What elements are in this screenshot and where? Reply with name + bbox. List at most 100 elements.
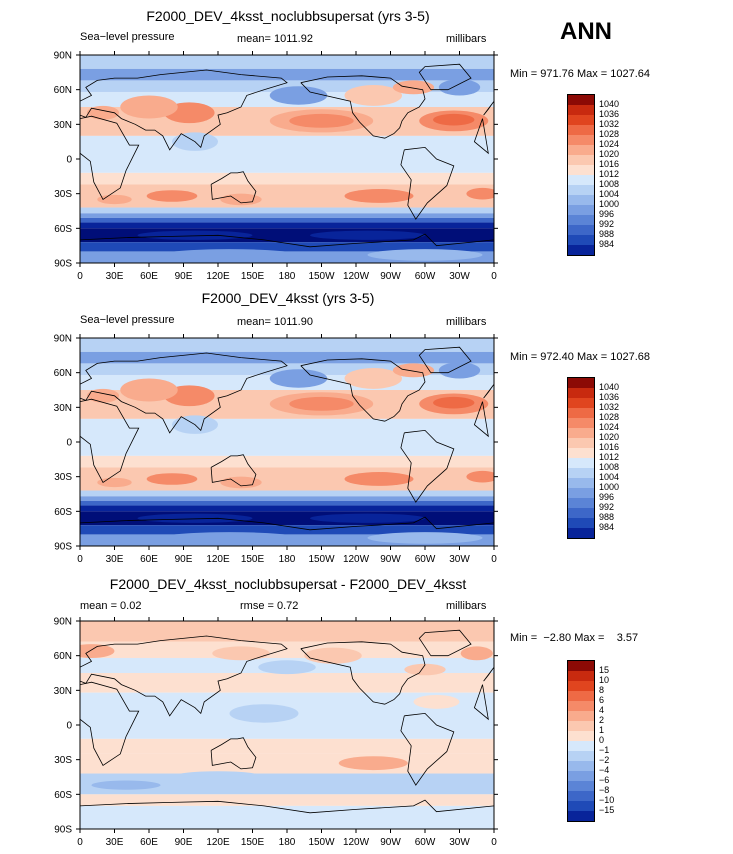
lon-tick-label: 0: [77, 554, 83, 565]
field-anomaly: [404, 663, 446, 676]
field-anomaly: [86, 105, 120, 120]
lon-tick-label: 30W: [449, 554, 470, 565]
colorbar-level-label: 1000: [599, 199, 620, 209]
field-anomaly: [367, 532, 483, 544]
field-anomaly: [466, 187, 494, 200]
lat-tick-label: 60N: [54, 368, 72, 379]
colorbar-level-label: 1040: [599, 99, 620, 109]
lon-tick-label: 60E: [140, 837, 158, 848]
lat-tick-label: 0: [66, 155, 72, 166]
panel-3-title: F2000_DEV_4ksst_noclubbsupersat - F2000_…: [109, 576, 467, 592]
colorbar-level-label: −4: [599, 765, 610, 775]
colorbar-level-label: 1004: [599, 472, 620, 482]
coastline: [80, 69, 288, 151]
colorbar-level-label: 988: [599, 512, 615, 522]
lon-tick-label: 150E: [241, 271, 265, 282]
field-band: [80, 673, 494, 693]
field-anomaly: [137, 513, 253, 523]
panel-2-units-label: millibars: [446, 316, 487, 328]
panel-2-variable-label: Sea−level pressure: [80, 314, 175, 326]
field-anomaly: [229, 704, 299, 723]
field-anomaly: [460, 646, 493, 661]
field-band: [80, 217, 494, 223]
lat-tick-label: 0: [66, 438, 72, 449]
coastline: [418, 629, 472, 657]
lon-tick-label: 150W: [308, 554, 335, 565]
coastline: [418, 63, 472, 91]
colorbar-swatch: [568, 378, 594, 388]
lat-tick-label: 90N: [54, 334, 72, 345]
field-anomaly: [433, 396, 475, 409]
colorbar-swatch: [568, 175, 594, 185]
lat-tick-label: 90S: [54, 825, 72, 836]
coastline: [80, 352, 288, 434]
colorbar-level-label: 2: [599, 715, 605, 725]
lon-tick-label: 30E: [106, 271, 124, 282]
colorbar-swatch: [568, 398, 594, 408]
coastline: [80, 398, 140, 483]
coastline: [80, 799, 494, 814]
field-anomaly: [304, 647, 362, 664]
colorbar-level-label: 1016: [599, 442, 620, 452]
field-band: [80, 207, 494, 214]
colorbar-swatch: [568, 155, 594, 165]
colorbar-level-label: 1024: [599, 422, 620, 432]
field-band: [80, 500, 494, 506]
colorbar-level-label: 0: [599, 735, 605, 745]
field-anomaly: [120, 95, 178, 119]
field-anomaly: [172, 771, 264, 783]
colorbar-level-label: 984: [599, 522, 615, 532]
coastline: [80, 635, 288, 717]
lat-tick-label: 30N: [54, 120, 72, 131]
field-band: [80, 496, 494, 501]
field-anomaly: [86, 388, 120, 403]
field-anomaly: [269, 86, 328, 105]
panel-1-colorbar: 1040 1036 1032 1028 1024 1020 1016 1012 1008 1004…: [567, 94, 619, 256]
field-band: [80, 68, 494, 81]
colorbar-level-label: 6: [599, 695, 605, 705]
colorbar-level-label: 1008: [599, 179, 620, 189]
field-band: [80, 738, 494, 754]
colorbar-swatch: [568, 731, 594, 741]
colorbar-swatch: [568, 185, 594, 195]
field-band: [80, 338, 494, 352]
coastline: [80, 681, 140, 766]
coastline: [400, 146, 455, 220]
panel-3-colorbar: 15 10 8 6 4 2 1 0 −1 −2 −4 −6 −8 −10 −15: [567, 660, 614, 822]
colorbar-level-label: 992: [599, 219, 615, 229]
lat-tick-label: 90N: [54, 51, 72, 62]
colorbar-swatch: [568, 215, 594, 225]
colorbar-level-label: 1024: [599, 139, 620, 149]
field-anomaly: [289, 396, 354, 411]
colorbar-swatch: [568, 508, 594, 518]
colorbar-level-label: −8: [599, 785, 610, 795]
lat-tick-label: 90N: [54, 617, 72, 628]
panel-2-mean-label: mean= 1011.90: [237, 316, 313, 328]
colorbar-swatch: [568, 801, 594, 811]
colorbar-level-label: 1008: [599, 462, 620, 472]
lat-tick-label: 30S: [54, 755, 72, 766]
lon-tick-label: 30W: [449, 837, 470, 848]
lon-tick-label: 150W: [308, 837, 335, 848]
colorbar-level-label: −6: [599, 775, 610, 785]
colorbar-level-label: 1012: [599, 452, 620, 462]
coastline: [300, 75, 426, 139]
panel-2-minmax: Min = 972.40 Max = 1027.68: [510, 351, 651, 363]
colorbar-swatch: [568, 468, 594, 478]
colorbar-swatch: [568, 681, 594, 691]
field-anomaly: [338, 756, 408, 771]
colorbar-swatch: [568, 761, 594, 771]
field-band: [80, 242, 494, 252]
colorbar-swatch: [568, 701, 594, 711]
lat-tick-label: 60S: [54, 507, 72, 518]
lon-tick-label: 30E: [106, 837, 124, 848]
field-anomaly: [413, 694, 460, 709]
panel-2-colorbar: 1040 1036 1032 1028 1024 1020 1016 1012 1008 1004…: [567, 377, 619, 539]
field-band: [80, 805, 494, 829]
panel-1-mean-label: mean= 1011.92: [237, 33, 313, 45]
lat-tick-label: 60S: [54, 790, 72, 801]
lon-tick-label: 180: [279, 554, 296, 565]
lon-tick-label: 120W: [343, 837, 370, 848]
colorbar-level-label: −10: [599, 795, 615, 805]
colorbar-swatch: [568, 195, 594, 205]
